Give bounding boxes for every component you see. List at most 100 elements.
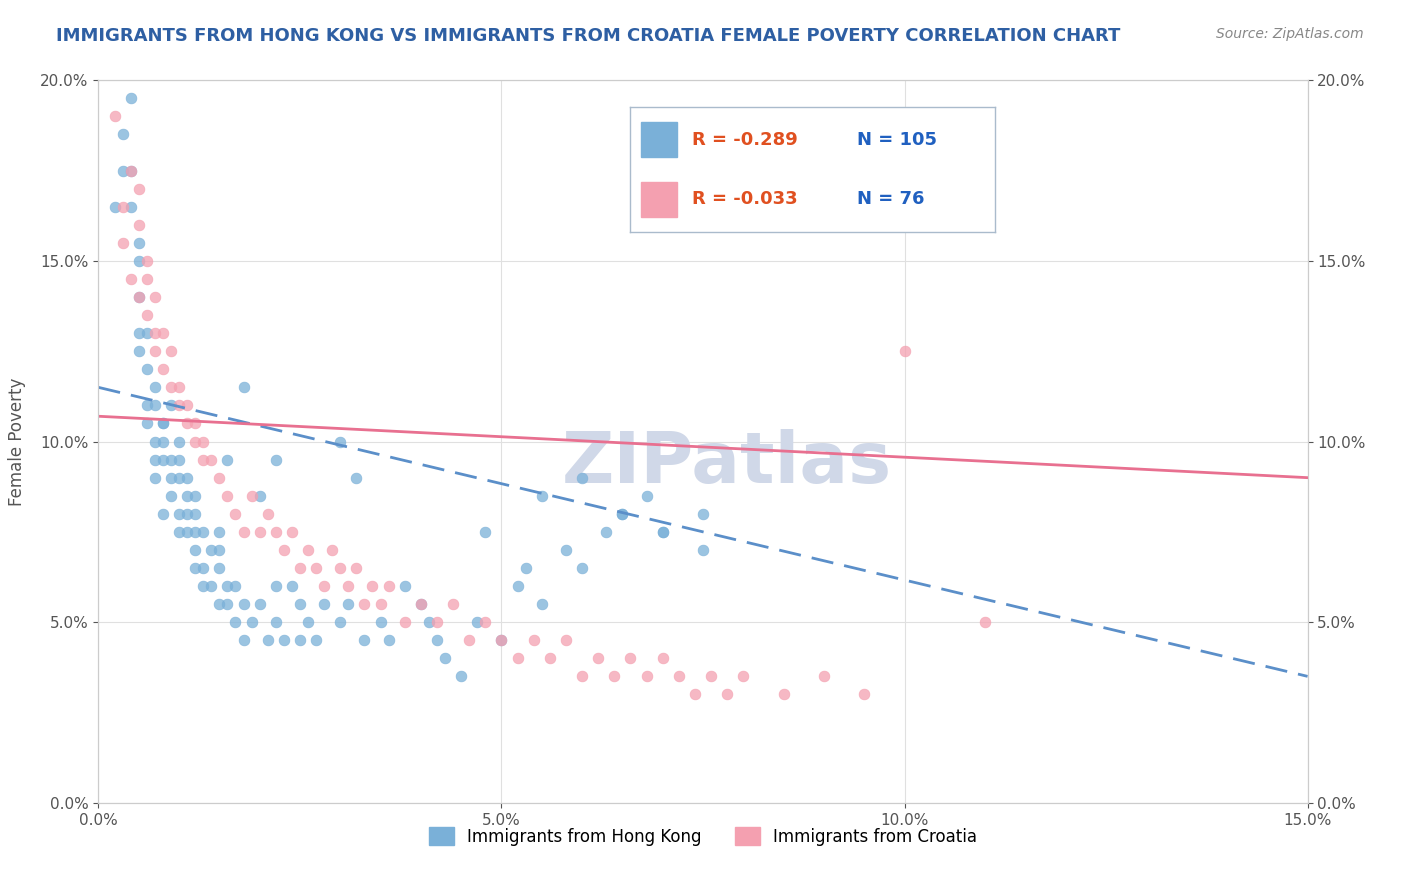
Point [281, 524, 304, 539]
Point [264, 615, 287, 630]
Point [288, 633, 311, 648]
Point [733, 669, 755, 683]
Point [377, 579, 399, 593]
Point [160, 380, 183, 394]
Point [128, 290, 150, 304]
Point [217, 452, 239, 467]
Point [176, 417, 198, 431]
Point [772, 687, 794, 701]
Point [974, 615, 997, 630]
Point [193, 524, 215, 539]
Point [160, 489, 183, 503]
Point [128, 182, 150, 196]
Point [184, 524, 207, 539]
Point [264, 579, 287, 593]
Point [193, 561, 215, 575]
Point [135, 362, 157, 376]
Point [128, 254, 150, 268]
Point [619, 651, 641, 665]
Text: IMMIGRANTS FROM HONG KONG VS IMMIGRANTS FROM CROATIA FEMALE POVERTY CORRELATION : IMMIGRANTS FROM HONG KONG VS IMMIGRANTS … [56, 27, 1121, 45]
Point [128, 218, 150, 232]
Point [224, 615, 246, 630]
Point [208, 561, 231, 575]
Point [176, 471, 198, 485]
Point [120, 272, 142, 286]
Point [434, 651, 457, 665]
Y-axis label: Female Poverty: Female Poverty [8, 377, 27, 506]
Point [361, 579, 384, 593]
Point [530, 489, 553, 503]
Point [692, 542, 714, 557]
Point [314, 597, 336, 611]
Point [337, 579, 360, 593]
Point [193, 434, 215, 449]
Point [152, 507, 174, 521]
Point [344, 561, 367, 575]
Point [152, 417, 174, 431]
Point [152, 326, 174, 340]
Point [152, 417, 174, 431]
Point [208, 524, 231, 539]
Point [176, 507, 198, 521]
Point [111, 128, 134, 142]
Point [160, 344, 183, 359]
Point [160, 471, 183, 485]
Point [314, 579, 336, 593]
Point [128, 290, 150, 304]
Point [441, 597, 464, 611]
Point [160, 398, 183, 412]
Point [305, 633, 328, 648]
Point [143, 344, 166, 359]
Point [152, 452, 174, 467]
Point [167, 380, 190, 394]
Point [224, 579, 246, 593]
Point [450, 669, 472, 683]
Point [232, 524, 254, 539]
Point [200, 452, 222, 467]
Point [353, 633, 375, 648]
Point [506, 579, 529, 593]
Point [700, 669, 723, 683]
Point [538, 651, 561, 665]
Point [193, 452, 215, 467]
Point [344, 471, 367, 485]
Point [208, 542, 231, 557]
Point [184, 542, 207, 557]
Point [111, 235, 134, 250]
Point [337, 597, 360, 611]
Point [167, 471, 190, 485]
Point [208, 597, 231, 611]
Point [515, 561, 537, 575]
Legend: Immigrants from Hong Kong, Immigrants from Croatia: Immigrants from Hong Kong, Immigrants fr… [422, 821, 984, 852]
Point [329, 561, 352, 575]
Point [636, 669, 658, 683]
Point [595, 524, 617, 539]
FancyBboxPatch shape [641, 122, 678, 157]
Text: N = 76: N = 76 [856, 191, 924, 209]
Point [555, 542, 578, 557]
Point [523, 633, 546, 648]
Point [555, 633, 578, 648]
Point [152, 434, 174, 449]
Point [256, 507, 278, 521]
Point [264, 524, 287, 539]
Text: R = -0.289: R = -0.289 [692, 130, 797, 148]
Point [135, 254, 157, 268]
Point [217, 489, 239, 503]
Point [232, 380, 254, 394]
Point [176, 398, 198, 412]
Point [160, 452, 183, 467]
Point [651, 524, 673, 539]
Point [586, 651, 609, 665]
Point [217, 579, 239, 593]
Point [193, 579, 215, 593]
Point [329, 434, 352, 449]
Point [612, 507, 634, 521]
Point [571, 669, 593, 683]
Point [716, 687, 738, 701]
Point [143, 290, 166, 304]
Point [208, 471, 231, 485]
Point [120, 163, 142, 178]
Point [474, 524, 496, 539]
Point [184, 507, 207, 521]
